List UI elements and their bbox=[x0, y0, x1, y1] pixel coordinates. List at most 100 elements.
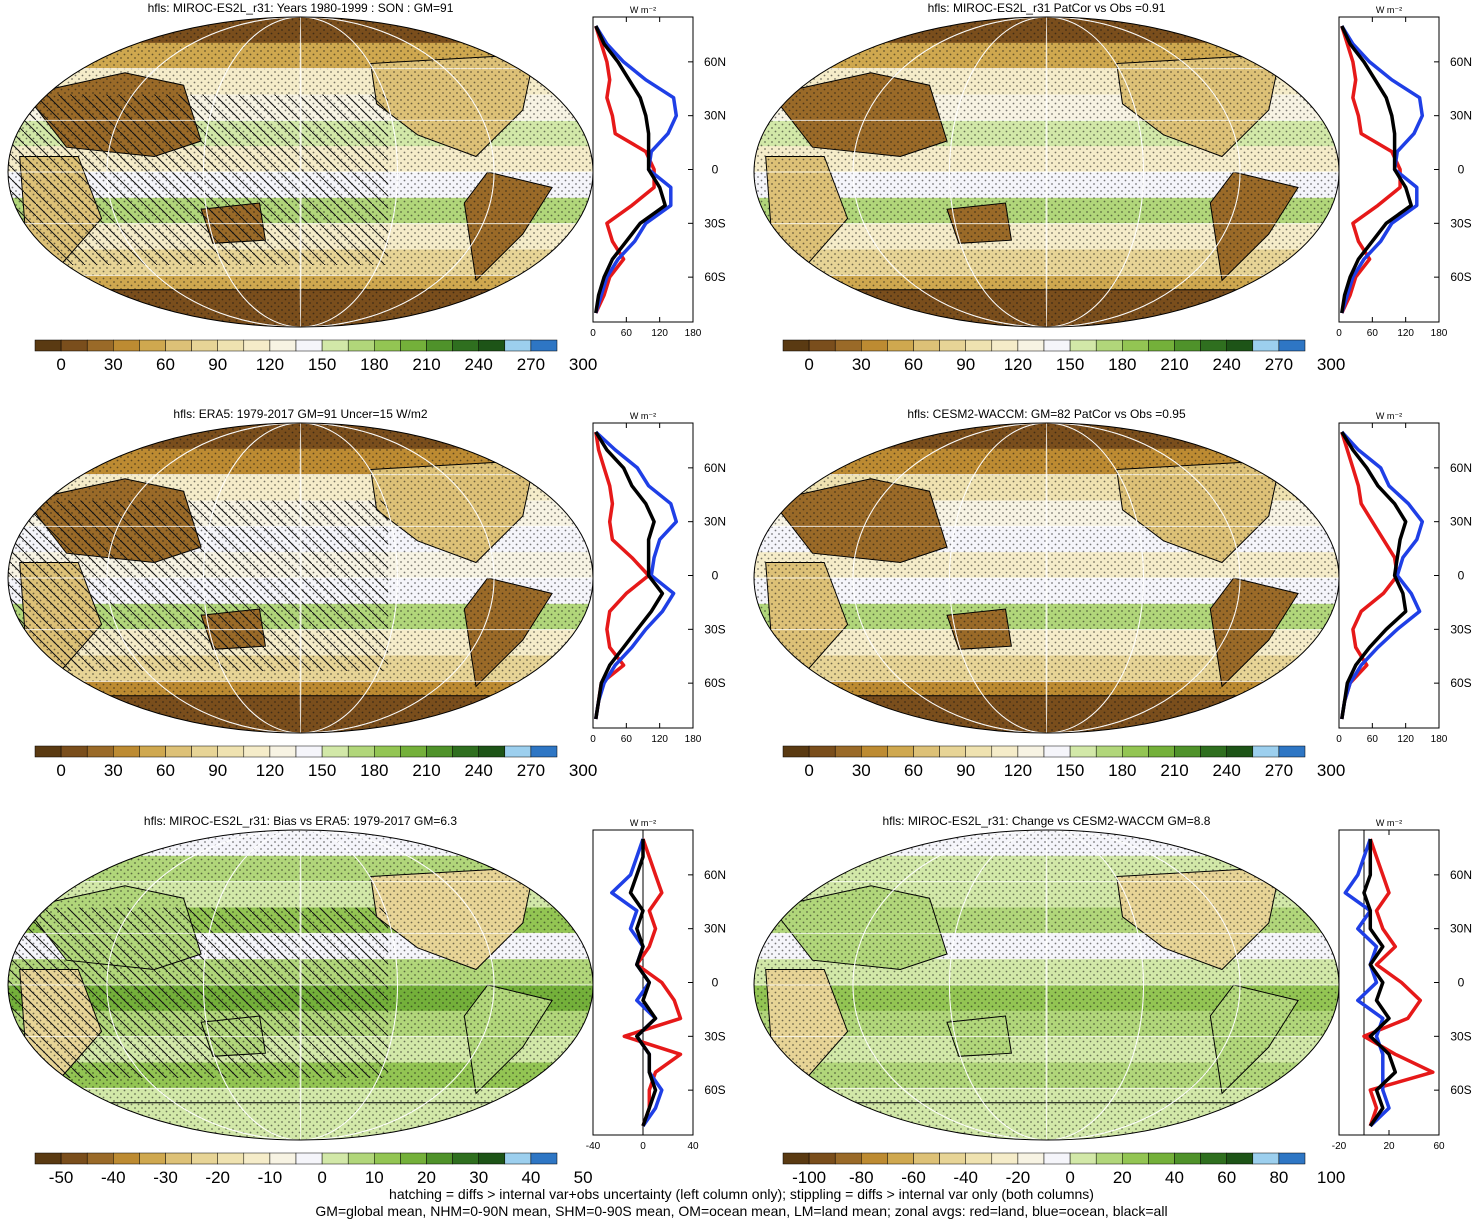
graticule-lon bbox=[1045, 423, 1048, 733]
colorbar-swatch bbox=[295, 1152, 323, 1165]
colorbar-swatch bbox=[1095, 1152, 1123, 1165]
colorbar-label: -40 bbox=[101, 1168, 126, 1185]
zonal-ytick-label: 30N bbox=[704, 109, 726, 123]
graticule-lon bbox=[948, 17, 1145, 327]
colorbar-swatch bbox=[1148, 1152, 1175, 1165]
colorbar-swatch bbox=[1174, 1152, 1201, 1165]
map bbox=[8, 17, 593, 327]
zonal-xtick-label: 60 bbox=[1367, 734, 1379, 745]
colorbar-swatch bbox=[321, 1152, 349, 1165]
colorbar-swatch bbox=[1069, 1152, 1097, 1165]
colorbar-label: 120 bbox=[1004, 761, 1032, 780]
colorbar-label: 180 bbox=[360, 761, 388, 780]
colorbar-label: -20 bbox=[205, 1168, 230, 1185]
zonal-xtick-label: -40 bbox=[586, 1141, 601, 1152]
colorbar-swatch bbox=[834, 745, 862, 758]
zonal-ytick-label: 0 bbox=[712, 976, 719, 990]
zonal-series-land bbox=[594, 25, 656, 314]
colorbar-swatch bbox=[1278, 339, 1306, 352]
zonal-xtick-label: 180 bbox=[685, 328, 702, 339]
graticule-lon bbox=[106, 17, 495, 327]
colorbar-swatch bbox=[504, 1152, 532, 1165]
colorbar-swatch bbox=[165, 745, 192, 758]
colorbar-label: -10 bbox=[258, 1168, 283, 1185]
colorbar-swatch bbox=[1095, 339, 1123, 352]
colorbar-swatch bbox=[782, 745, 810, 758]
hatching bbox=[8, 500, 389, 671]
zonal-ytick-label: 30S bbox=[704, 1029, 725, 1043]
zonal-ytick-label: 30S bbox=[704, 216, 725, 230]
colorbar-swatch bbox=[1043, 339, 1071, 352]
colorbar-swatch bbox=[478, 339, 506, 352]
panel-5: hfls: MIROC-ES2L_r31: Bias vs ERA5: 1979… bbox=[7, 814, 726, 1185]
colorbar-swatch bbox=[139, 339, 166, 352]
zonal-ytick-label: 60S bbox=[704, 1083, 725, 1097]
colorbar-label: 180 bbox=[1108, 355, 1136, 374]
colorbar-label: 90 bbox=[208, 355, 227, 374]
colorbar-label: 300 bbox=[569, 355, 597, 374]
zonal-xtick-label: 0 bbox=[1336, 328, 1342, 339]
zonal-series-all bbox=[1340, 431, 1408, 720]
zonal-ytick-label: 60N bbox=[1450, 55, 1472, 69]
graticule-lon bbox=[106, 830, 495, 1140]
colorbar-label: 30 bbox=[104, 761, 123, 780]
colorbar-swatch bbox=[374, 339, 401, 352]
colorbar-swatch bbox=[1226, 745, 1254, 758]
colorbar-swatch bbox=[191, 1152, 218, 1165]
colorbar-swatch bbox=[834, 339, 862, 352]
panel-3: hfls: ERA5: 1979-2017 GM=91 Uncer=15 W/m… bbox=[7, 407, 726, 780]
map bbox=[754, 17, 1339, 327]
colorbar-label: 90 bbox=[956, 761, 975, 780]
colorbar-label: -80 bbox=[849, 1168, 874, 1185]
zonal-xtick-label: 60 bbox=[621, 734, 633, 745]
colorbar-swatch bbox=[165, 1152, 192, 1165]
colorbar-swatch bbox=[1174, 339, 1201, 352]
colorbar-swatch bbox=[321, 339, 349, 352]
colorbar-label: 60 bbox=[1217, 1168, 1236, 1185]
zonal-ytick-label: 30N bbox=[1450, 922, 1472, 936]
colorbar-label: 150 bbox=[1056, 355, 1084, 374]
zonal-xtick-label: 20 bbox=[1383, 1141, 1395, 1152]
colorbar-swatch bbox=[113, 339, 140, 352]
colorbar-swatch bbox=[913, 339, 940, 352]
colorbar-label: 240 bbox=[465, 355, 493, 374]
zonal-unit: W m⁻² bbox=[630, 5, 656, 15]
graticule-lon bbox=[106, 423, 495, 733]
zonal-unit: W m⁻² bbox=[630, 411, 656, 421]
zonal-series-all bbox=[1362, 839, 1398, 1128]
colorbar-label: 0 bbox=[804, 761, 813, 780]
colorbar-label: 120 bbox=[256, 761, 284, 780]
colorbar-swatch bbox=[374, 1152, 401, 1165]
colorbar-swatch bbox=[1069, 745, 1097, 758]
colorbar-swatch bbox=[808, 339, 836, 352]
colorbar-swatch bbox=[1148, 745, 1175, 758]
graticule-lon bbox=[1045, 17, 1048, 327]
zonal-series-ocean bbox=[594, 430, 679, 720]
colorbar-swatch bbox=[34, 1152, 62, 1165]
zonal-ytick-label: 30S bbox=[1450, 622, 1471, 636]
colorbar-swatch bbox=[113, 1152, 140, 1165]
panel-title: hfls: MIROC-ES2L_r31 PatCor vs Obs =0.91 bbox=[928, 1, 1166, 15]
colorbar-label: 90 bbox=[956, 355, 975, 374]
colorbar-swatch bbox=[1226, 1152, 1254, 1165]
colorbar-swatch bbox=[782, 339, 810, 352]
zonal-ytick-label: 30S bbox=[704, 622, 725, 636]
zonal-ytick-label: 60S bbox=[1450, 1083, 1471, 1097]
colorbar-label: 240 bbox=[1213, 761, 1241, 780]
colorbar-swatch bbox=[374, 745, 401, 758]
colorbar-label: 0 bbox=[56, 761, 65, 780]
zonal-ytick-label: 0 bbox=[1458, 976, 1465, 990]
colorbar-swatch bbox=[452, 339, 479, 352]
zonal-ytick-label: 30N bbox=[1450, 109, 1472, 123]
zonal-ytick-label: 30N bbox=[704, 922, 726, 936]
zonal-series-land bbox=[1340, 25, 1402, 314]
footer-line-2: GM=global mean, NHM=0-90N mean, SHM=0-90… bbox=[315, 1203, 1168, 1219]
zonal-ytick-label: 30S bbox=[1450, 1029, 1471, 1043]
colorbar-swatch bbox=[400, 339, 427, 352]
colorbar-swatch bbox=[991, 745, 1019, 758]
panel-6: hfls: MIROC-ES2L_r31: Change vs CESM2-WA… bbox=[753, 814, 1472, 1185]
colorbar-swatch bbox=[34, 339, 62, 352]
colorbar-label: 60 bbox=[904, 355, 923, 374]
colorbar-swatch bbox=[113, 745, 140, 758]
colorbar-swatch bbox=[269, 1152, 297, 1165]
